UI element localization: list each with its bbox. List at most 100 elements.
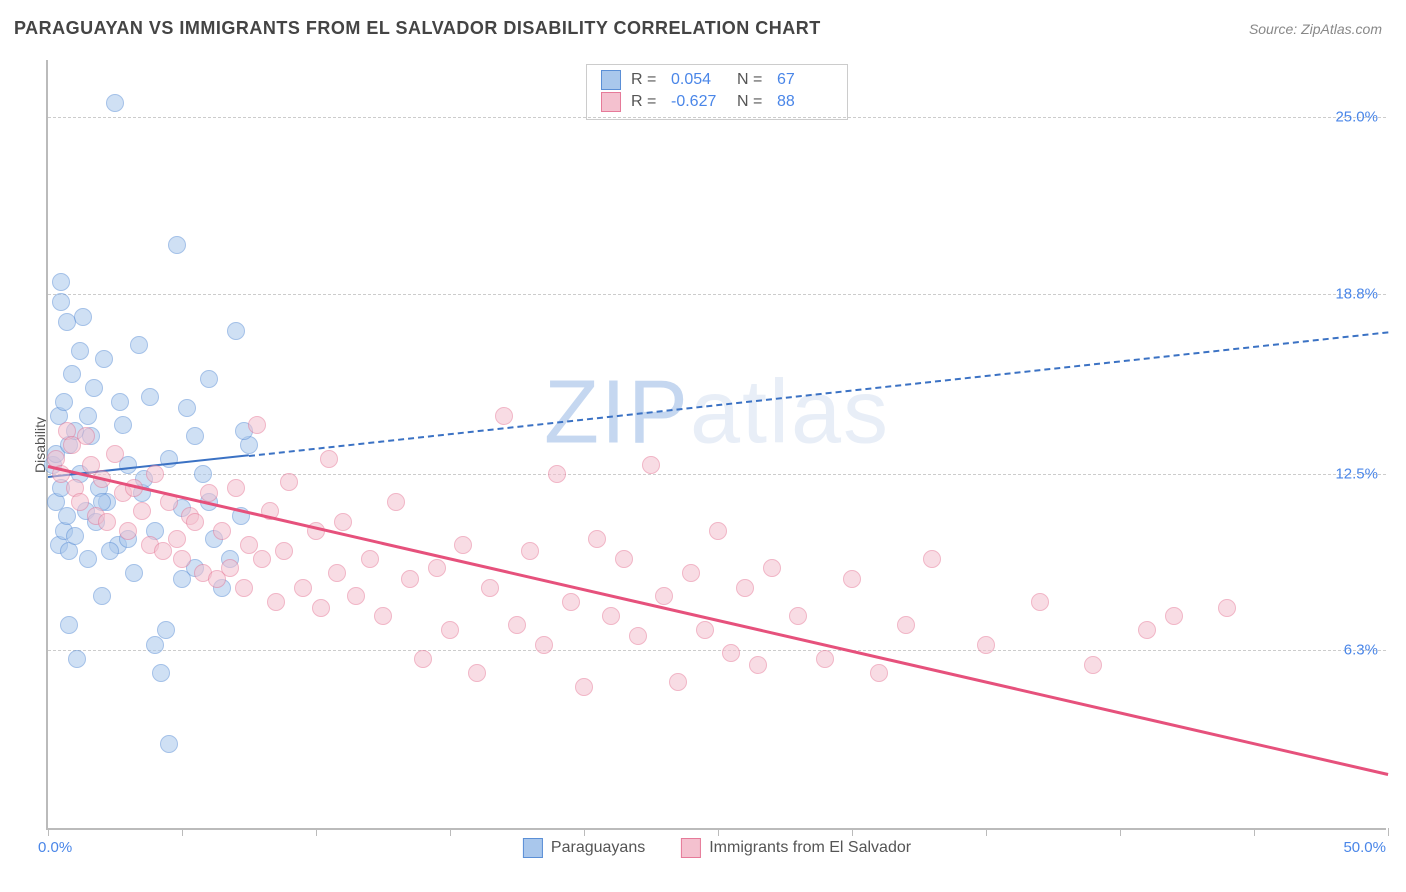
scatter-point: [682, 564, 700, 582]
scatter-point: [722, 644, 740, 662]
scatter-point: [521, 542, 539, 560]
scatter-point: [98, 513, 116, 531]
scatter-point: [763, 559, 781, 577]
scatter-point: [173, 550, 191, 568]
scatter-point: [55, 393, 73, 411]
scatter-point: [71, 493, 89, 511]
scatter-point: [575, 678, 593, 696]
stat-R-label: R =: [631, 71, 661, 89]
scatter-point: [186, 513, 204, 531]
scatter-point: [923, 550, 941, 568]
scatter-point: [1084, 656, 1102, 674]
scatter-point: [125, 564, 143, 582]
scatter-point: [95, 350, 113, 368]
chart-source: Source: ZipAtlas.com: [1249, 21, 1382, 37]
scatter-point: [168, 530, 186, 548]
scatter-point: [669, 673, 687, 691]
scatter-point: [227, 479, 245, 497]
scatter-point: [481, 579, 499, 597]
scatter-point: [200, 370, 218, 388]
scatter-point: [119, 522, 137, 540]
x-axis-min-label: 0.0%: [38, 839, 72, 856]
scatter-point: [334, 513, 352, 531]
scatter-point: [77, 427, 95, 445]
scatter-point: [1165, 607, 1183, 625]
scatter-point: [468, 664, 486, 682]
scatter-point: [101, 542, 119, 560]
chart-header: PARAGUAYAN VS IMMIGRANTS FROM EL SALVADO…: [0, 0, 1406, 51]
scatter-point: [615, 550, 633, 568]
scatter-point: [562, 593, 580, 611]
x-tick: [316, 828, 317, 836]
scatter-point: [428, 559, 446, 577]
scatter-point: [74, 308, 92, 326]
chart-area: Disability ZIPatlas R = 0.054 N = 67 R =…: [46, 60, 1386, 830]
x-axis-max-label: 50.0%: [1343, 839, 1386, 856]
scatter-point: [194, 465, 212, 483]
legend-item-2: Immigrants from El Salvador: [681, 838, 911, 858]
scatter-point: [294, 579, 312, 597]
scatter-point: [655, 587, 673, 605]
scatter-point: [602, 607, 620, 625]
scatter-point: [85, 379, 103, 397]
bottom-legend: Paraguayans Immigrants from El Salvador: [523, 838, 911, 858]
scatter-point: [253, 550, 271, 568]
trend-line: [48, 465, 1389, 776]
scatter-point: [535, 636, 553, 654]
trend-line: [249, 331, 1388, 457]
scatter-point: [248, 416, 266, 434]
scatter-point: [495, 407, 513, 425]
scatter-point: [213, 522, 231, 540]
scatter-point: [146, 465, 164, 483]
plot-region: ZIPatlas R = 0.054 N = 67 R = -0.627 N =…: [46, 60, 1386, 830]
scatter-point: [235, 579, 253, 597]
scatter-point: [1031, 593, 1049, 611]
scatter-point: [843, 570, 861, 588]
scatter-point: [414, 650, 432, 668]
scatter-point: [977, 636, 995, 654]
scatter-point: [312, 599, 330, 617]
scatter-point: [79, 407, 97, 425]
scatter-point: [361, 550, 379, 568]
scatter-point: [275, 542, 293, 560]
swatch-series-2: [601, 92, 621, 112]
scatter-point: [816, 650, 834, 668]
scatter-point: [347, 587, 365, 605]
scatter-point: [789, 607, 807, 625]
scatter-point: [146, 636, 164, 654]
scatter-point: [1218, 599, 1236, 617]
swatch-series-1: [601, 70, 621, 90]
scatter-point: [133, 502, 151, 520]
chart-title: PARAGUAYAN VS IMMIGRANTS FROM EL SALVADO…: [14, 18, 821, 39]
scatter-point: [58, 507, 76, 525]
scatter-point: [168, 236, 186, 254]
x-tick: [48, 828, 49, 836]
scatter-point: [152, 664, 170, 682]
scatter-point: [374, 607, 392, 625]
scatter-point: [267, 593, 285, 611]
stat-N-value-2: 88: [777, 93, 833, 111]
scatter-point: [68, 650, 86, 668]
scatter-point: [186, 427, 204, 445]
legend-label-2: Immigrants from El Salvador: [709, 839, 911, 857]
scatter-point: [227, 322, 245, 340]
scatter-point: [454, 536, 472, 554]
scatter-point: [588, 530, 606, 548]
stat-R-value-2: -0.627: [671, 93, 727, 111]
gridline: [48, 474, 1386, 475]
legend-swatch-2: [681, 838, 701, 858]
x-tick: [450, 828, 451, 836]
scatter-point: [736, 579, 754, 597]
gridline: [48, 294, 1386, 295]
scatter-point: [508, 616, 526, 634]
y-tick-label: 12.5%: [1335, 465, 1378, 482]
scatter-point: [240, 536, 258, 554]
gridline: [48, 650, 1386, 651]
scatter-point: [221, 559, 239, 577]
stats-row-1: R = 0.054 N = 67: [601, 69, 833, 91]
x-tick: [1388, 828, 1389, 836]
scatter-point: [178, 399, 196, 417]
scatter-point: [870, 664, 888, 682]
watermark: ZIPatlas: [544, 362, 890, 465]
scatter-point: [709, 522, 727, 540]
